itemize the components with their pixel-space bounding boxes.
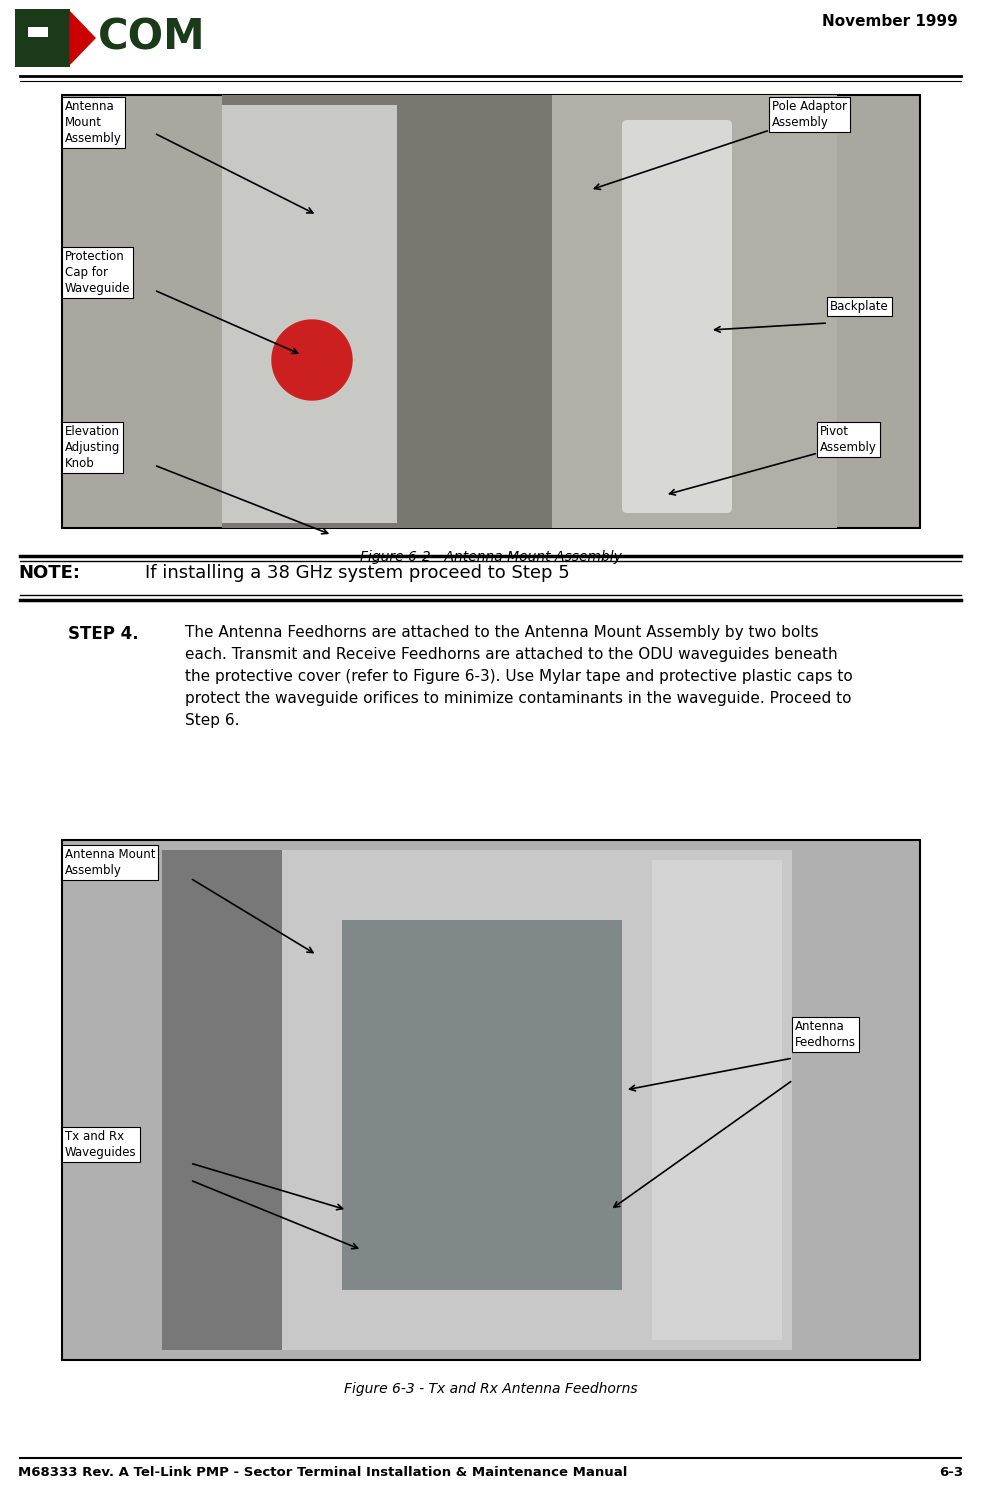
Text: NOTE:: NOTE: [18, 564, 80, 582]
FancyBboxPatch shape [222, 105, 397, 523]
FancyBboxPatch shape [652, 860, 782, 1339]
Text: STEP 4.: STEP 4. [68, 625, 138, 643]
Text: COM: COM [98, 16, 206, 59]
FancyBboxPatch shape [62, 841, 920, 1360]
Text: each. Transmit and Receive Feedhorns are attached to the ODU waveguides beneath: each. Transmit and Receive Feedhorns are… [185, 647, 838, 662]
Text: protect the waveguide orifices to minimize contaminants in the waveguide. Procee: protect the waveguide orifices to minimi… [185, 691, 852, 705]
Text: The Antenna Feedhorns are attached to the Antenna Mount Assembly by two bolts: The Antenna Feedhorns are attached to th… [185, 625, 818, 640]
Polygon shape [70, 12, 95, 64]
Text: Step 6.: Step 6. [185, 713, 239, 728]
FancyBboxPatch shape [222, 95, 552, 529]
Text: If installing a 38 GHz system proceed to Step 5: If installing a 38 GHz system proceed to… [145, 564, 570, 582]
Text: Pivot
Assembly: Pivot Assembly [820, 425, 877, 454]
Text: Protection
Cap for
Waveguide: Protection Cap for Waveguide [65, 249, 130, 296]
Circle shape [272, 319, 352, 399]
Text: Antenna Mount
Assembly: Antenna Mount Assembly [65, 848, 156, 878]
FancyBboxPatch shape [15, 9, 70, 67]
Text: Figure 6-2 - Antenna Mount Assembly: Figure 6-2 - Antenna Mount Assembly [360, 549, 622, 564]
FancyBboxPatch shape [622, 120, 732, 512]
FancyBboxPatch shape [28, 16, 48, 37]
Text: Figure 6-3 - Tx and Rx Antenna Feedhorns: Figure 6-3 - Tx and Rx Antenna Feedhorns [344, 1383, 638, 1396]
Text: Antenna
Mount
Assembly: Antenna Mount Assembly [65, 99, 122, 146]
FancyBboxPatch shape [28, 16, 48, 27]
Text: 6-3: 6-3 [939, 1466, 963, 1479]
FancyBboxPatch shape [552, 95, 837, 529]
FancyBboxPatch shape [342, 921, 622, 1290]
FancyBboxPatch shape [62, 95, 920, 529]
Text: the protective cover (refer to Figure 6-3). Use Mylar tape and protective plasti: the protective cover (refer to Figure 6-… [185, 670, 852, 685]
Text: Tx and Rx
Waveguides: Tx and Rx Waveguides [65, 1130, 136, 1158]
Text: Pole Adaptor
Assembly: Pole Adaptor Assembly [772, 99, 847, 129]
Text: November 1999: November 1999 [822, 13, 958, 30]
Text: Elevation
Adjusting
Knob: Elevation Adjusting Knob [65, 425, 121, 469]
FancyBboxPatch shape [242, 849, 792, 1350]
Text: M68333 Rev. A Tel-Link PMP - Sector Terminal Installation & Maintenance Manual: M68333 Rev. A Tel-Link PMP - Sector Term… [18, 1466, 628, 1479]
FancyBboxPatch shape [162, 849, 282, 1350]
Text: Backplate: Backplate [830, 300, 889, 313]
Text: Antenna
Feedhorns: Antenna Feedhorns [795, 1020, 856, 1048]
